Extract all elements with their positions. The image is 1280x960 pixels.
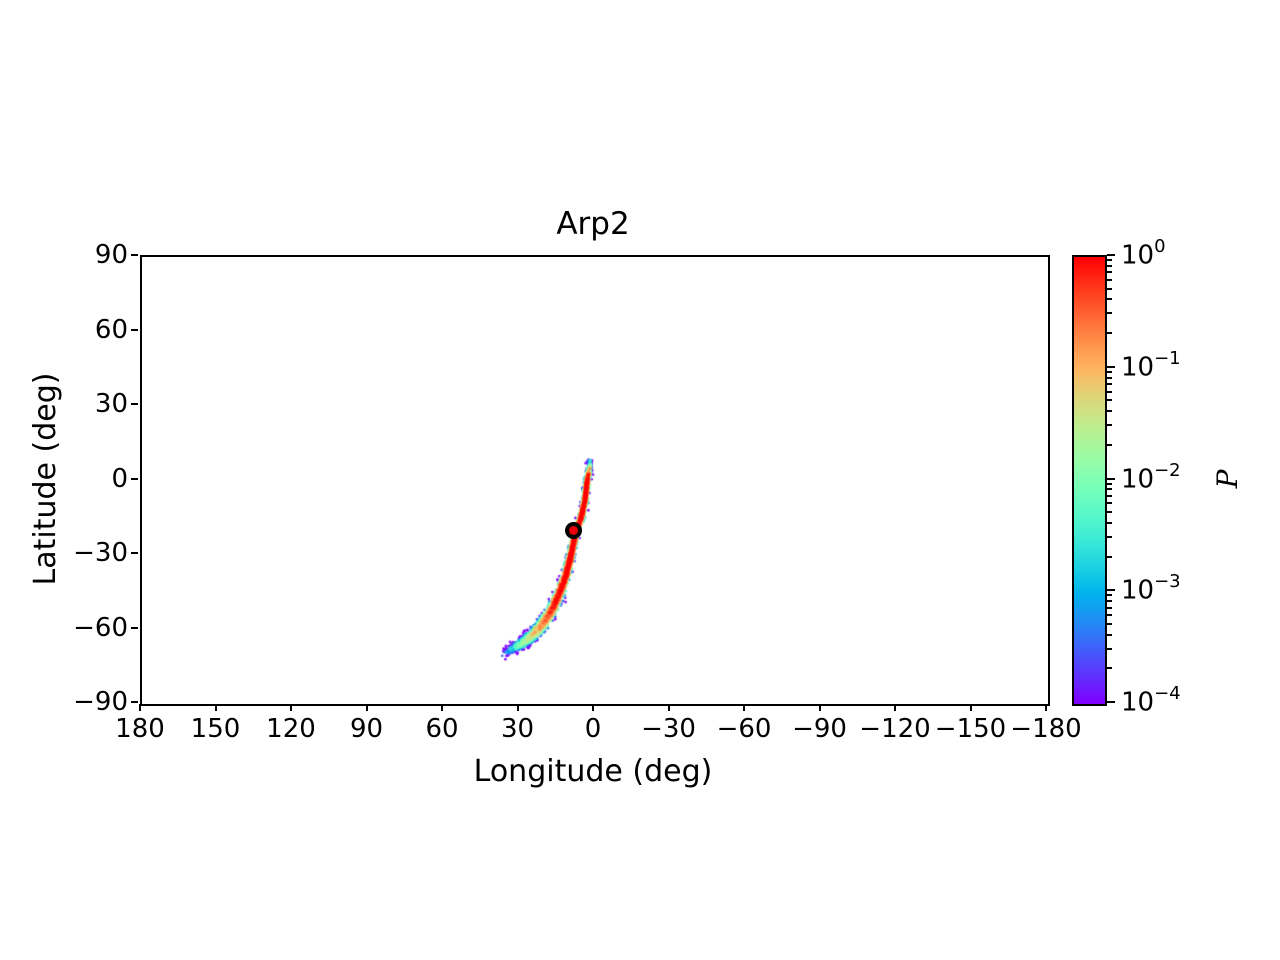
- colorbar-major-tick: [1107, 254, 1115, 256]
- x-tick-label: −150: [934, 714, 1007, 744]
- x-tick-label: −30: [641, 714, 696, 744]
- progenitor-marker: [564, 521, 582, 539]
- colorbar-minor-tick: [1107, 494, 1112, 497]
- colorbar-minor-tick: [1107, 399, 1112, 402]
- colorbar-minor-tick: [1107, 298, 1112, 301]
- colorbar-minor-tick: [1107, 278, 1112, 281]
- y-tick-label: 60: [94, 314, 128, 345]
- colorbar-major-tick: [1107, 365, 1115, 368]
- colorbar-minor-tick: [1107, 614, 1112, 617]
- colorbar-minor-tick: [1107, 259, 1112, 262]
- colorbar-minor-tick: [1107, 271, 1112, 274]
- colorbar-minor-tick: [1107, 600, 1112, 603]
- x-tick-label: −60: [716, 714, 772, 744]
- x-tick-label: 90: [349, 714, 384, 744]
- x-tick: [743, 704, 745, 711]
- y-tick: [131, 552, 138, 554]
- colorbar-gradient: [1074, 257, 1105, 704]
- stream-scatter-canvas: [142, 257, 1048, 704]
- colorbar-minor-tick: [1107, 606, 1112, 609]
- x-tick: [1045, 704, 1047, 711]
- x-tick: [667, 704, 670, 711]
- colorbar-tick-label: 10−3: [1121, 571, 1181, 606]
- colorbar-tick-label: 10−4: [1121, 683, 1181, 718]
- y-tick-label: 0: [111, 463, 128, 494]
- colorbar-major-tick: [1107, 701, 1115, 703]
- x-tick-label: 0: [584, 714, 602, 744]
- x-tick-label: 150: [190, 714, 241, 744]
- colorbar-minor-tick: [1107, 555, 1112, 558]
- y-tick: [131, 403, 138, 405]
- x-tick-label: −120: [859, 714, 931, 744]
- colorbar-tick-label: 100: [1121, 236, 1166, 271]
- y-tick: [131, 701, 138, 703]
- x-tick: [592, 704, 594, 711]
- x-tick: [818, 704, 821, 711]
- colorbar-minor-tick: [1107, 424, 1112, 427]
- colorbar-minor-tick: [1107, 370, 1112, 373]
- colorbar-minor-tick: [1107, 647, 1112, 650]
- colorbar-minor-tick: [1107, 633, 1112, 636]
- x-tick: [365, 704, 368, 711]
- colorbar-minor-tick: [1107, 410, 1112, 413]
- y-tick-label: −60: [73, 612, 128, 643]
- x-tick: [290, 704, 292, 711]
- colorbar-minor-tick: [1107, 594, 1112, 597]
- x-tick: [441, 704, 443, 711]
- y-tick: [131, 477, 138, 480]
- y-tick: [131, 328, 138, 331]
- colorbar-minor-tick: [1107, 287, 1112, 290]
- x-tick-label: 120: [266, 714, 316, 744]
- x-tick: [516, 704, 519, 711]
- colorbar-minor-tick: [1107, 511, 1112, 514]
- y-tick: [131, 626, 138, 629]
- x-tick-label: 60: [425, 714, 459, 744]
- chart-title: Arp2: [556, 206, 630, 242]
- colorbar-major-tick: [1107, 477, 1115, 480]
- colorbar-major-tick: [1107, 589, 1115, 592]
- x-tick-label: −180: [1010, 714, 1082, 744]
- x-tick: [969, 704, 972, 711]
- x-tick: [214, 704, 217, 711]
- colorbar-tick-label: 10−1: [1121, 347, 1181, 383]
- x-axis-label: Longitude (deg): [473, 754, 713, 789]
- colorbar-minor-tick: [1107, 264, 1112, 267]
- colorbar-minor-tick: [1107, 521, 1112, 524]
- colorbar-minor-tick: [1107, 443, 1112, 446]
- colorbar-tick-label: 10−2: [1121, 459, 1181, 495]
- x-tick-label: 30: [500, 714, 535, 744]
- colorbar-minor-tick: [1107, 482, 1112, 485]
- y-tick-label: −30: [73, 538, 128, 568]
- colorbar-minor-tick: [1107, 667, 1112, 670]
- plot-area: [140, 255, 1050, 706]
- y-tick-label: −90: [73, 687, 128, 717]
- colorbar-minor-tick: [1107, 312, 1112, 315]
- x-tick: [139, 704, 141, 711]
- x-tick-label: 180: [115, 714, 165, 744]
- y-tick: [131, 254, 138, 256]
- colorbar-minor-tick: [1107, 488, 1112, 491]
- colorbar-minor-tick: [1107, 383, 1112, 386]
- x-tick: [894, 704, 896, 711]
- colorbar-minor-tick: [1107, 332, 1112, 335]
- colorbar-minor-tick: [1107, 390, 1112, 393]
- colorbar-minor-tick: [1107, 622, 1112, 625]
- y-axis-label: Latitude (deg): [28, 372, 63, 586]
- colorbar-label: P: [1211, 469, 1244, 489]
- colorbar-minor-tick: [1107, 502, 1112, 505]
- colorbar-minor-tick: [1107, 535, 1112, 538]
- colorbar: [1072, 255, 1107, 706]
- y-tick-label: 90: [94, 240, 128, 270]
- x-tick-label: −90: [792, 714, 847, 744]
- y-tick-label: 30: [94, 389, 128, 419]
- colorbar-minor-tick: [1107, 376, 1112, 379]
